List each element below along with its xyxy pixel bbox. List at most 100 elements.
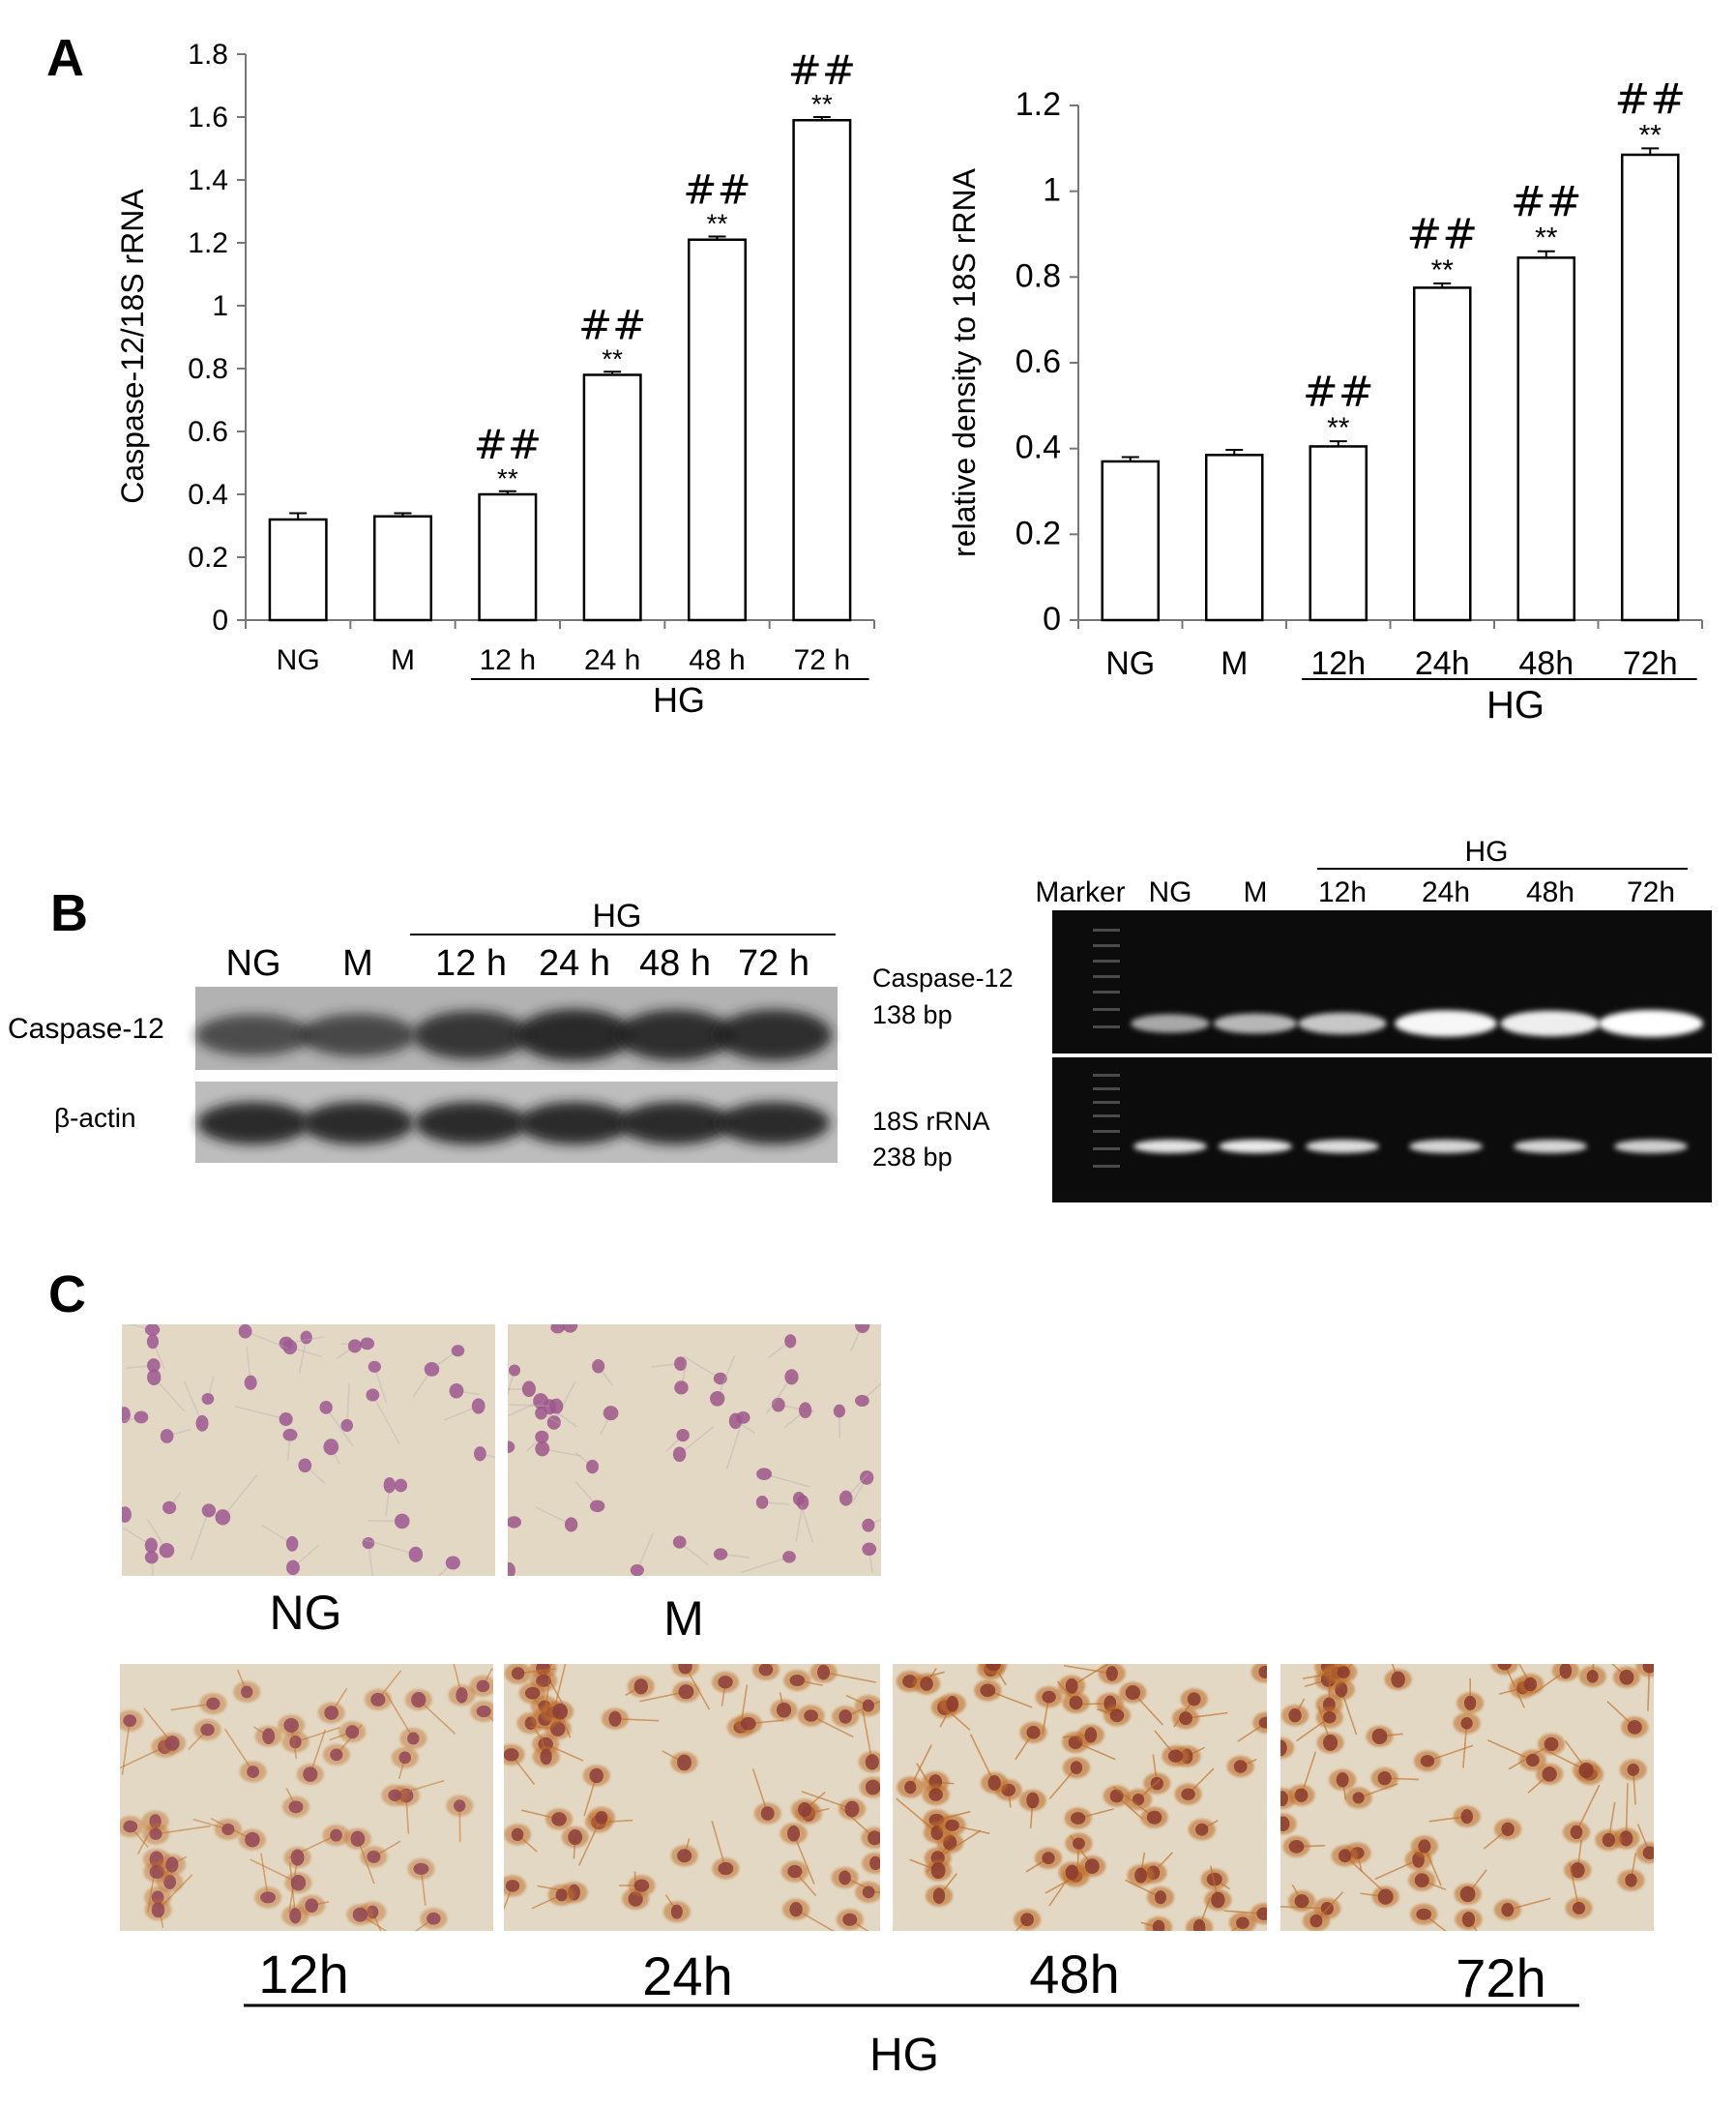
- cell-nucleus: [1069, 1695, 1083, 1710]
- cell-nucleus: [504, 1748, 519, 1762]
- cell-nucleus: [345, 1725, 360, 1739]
- pcr-ladder-band: [1093, 975, 1120, 978]
- micrograph-cells: [1280, 1664, 1654, 1931]
- micro-label-24h: 24h: [642, 1945, 732, 2006]
- cell-nucleus: [383, 1476, 396, 1494]
- cell-nucleus: [740, 1716, 756, 1731]
- c1-bar: [373, 515, 432, 622]
- pcr-ladder-band: [1093, 1025, 1120, 1028]
- cell-nucleus: [347, 1339, 362, 1353]
- cell-nucleus: [930, 1862, 946, 1880]
- cell-process: [190, 1510, 210, 1560]
- cell-nucleus: [710, 1390, 725, 1407]
- cell-process: [683, 1355, 721, 1380]
- cell-nucleus: [674, 1380, 689, 1395]
- cell-nucleus: [195, 1414, 209, 1432]
- cell-nucleus: [564, 1517, 578, 1532]
- cell-nucleus: [860, 1469, 874, 1485]
- cell-nucleus: [1070, 1761, 1083, 1775]
- wb-band-actin: [415, 1102, 527, 1144]
- cell-nucleus: [555, 1888, 568, 1902]
- cell-nucleus: [201, 1392, 215, 1405]
- wb-band-actin: [619, 1102, 731, 1144]
- c1-significance-star: **: [602, 343, 623, 373]
- cell-nucleus: [473, 1446, 486, 1462]
- cell-process: [508, 1370, 515, 1397]
- cell-nucleus: [1042, 1852, 1055, 1865]
- cell-process: [245, 1330, 289, 1350]
- micrograph-cells: [508, 1324, 881, 1576]
- cell-nucleus: [238, 1324, 252, 1339]
- cell-nucleus: [1109, 1789, 1124, 1803]
- pcr-lane-label: 12h: [1318, 876, 1367, 908]
- c2-significance-hash: ##: [1511, 178, 1582, 227]
- cell-process: [368, 1542, 374, 1576]
- cell-nucleus: [398, 1751, 411, 1765]
- cell-nucleus: [862, 1699, 874, 1712]
- micrograph-cells: [504, 1664, 880, 1931]
- cell-nucleus: [1179, 1711, 1192, 1726]
- cell-nucleus: [1542, 1766, 1557, 1782]
- cell-nucleus: [1280, 1816, 1290, 1831]
- cell-process: [153, 1377, 186, 1412]
- pcr-ladder-band: [1093, 1114, 1120, 1117]
- cell-nucleus: [508, 1364, 521, 1377]
- cell-nucleus: [476, 1679, 490, 1693]
- cell-nucleus: [221, 1823, 235, 1836]
- cell-nucleus: [674, 1356, 688, 1372]
- cell-nucleus: [1337, 1666, 1350, 1678]
- cell-nucleus: [1152, 1919, 1165, 1931]
- wb-band-caspase12: [516, 1009, 633, 1061]
- cell-nucleus: [160, 1429, 174, 1443]
- cell-nucleus: [508, 1562, 515, 1576]
- pcr-ladder-band: [1093, 929, 1120, 932]
- wb-band-caspase12: [413, 1011, 529, 1059]
- cell-nucleus: [413, 1862, 429, 1875]
- cell-nucleus: [855, 1324, 870, 1333]
- c1-category-label: 12 h: [480, 644, 536, 676]
- caspase12-mrna-bar-chart: 0 0.2 0.4 0.6 0.8 1 1.2 1.4 1.6 1.8 NG M 12 h 24 h 48 …: [115, 39, 875, 720]
- cell-nucleus: [670, 1904, 683, 1919]
- cell-nucleus: [787, 1825, 801, 1842]
- wb-lane-label: NG: [226, 943, 281, 984]
- c1-category-label: M: [391, 644, 415, 676]
- cell-nucleus: [1336, 1772, 1349, 1788]
- c2-category-label: M: [1221, 645, 1248, 682]
- cell-nucleus: [718, 1676, 733, 1689]
- cell-process: [725, 1417, 745, 1469]
- cell-nucleus: [1322, 1711, 1337, 1724]
- cell-nucleus: [562, 1324, 578, 1333]
- cell-nucleus: [1105, 1666, 1118, 1681]
- cell-nucleus: [1391, 1671, 1405, 1688]
- c2-bar: [1516, 256, 1576, 622]
- cell-nucleus: [535, 1440, 550, 1457]
- c1-significance-star: **: [811, 89, 833, 119]
- c2-y-tick-label: 1.2: [1015, 86, 1061, 123]
- cell-nucleus: [760, 1806, 775, 1821]
- cell-nucleus: [215, 1509, 231, 1526]
- cell-nucleus: [394, 1478, 408, 1493]
- c1-bar: [792, 119, 852, 622]
- cell-nucleus: [551, 1812, 567, 1826]
- c1-y-tick-label: 0.4: [188, 479, 228, 511]
- c1-bar: [688, 238, 747, 622]
- cell-nucleus: [868, 1830, 880, 1846]
- cell-nucleus: [508, 1440, 515, 1453]
- cell-nucleus: [980, 1683, 996, 1698]
- cell-nucleus: [1619, 1830, 1633, 1847]
- cell-nucleus: [756, 1468, 773, 1480]
- cell-nucleus: [260, 1891, 277, 1904]
- cell-nucleus: [1572, 1901, 1586, 1914]
- cell-nucleus: [1371, 1728, 1388, 1744]
- c2-y-axis-label: relative density to 18S rRNA: [947, 167, 982, 557]
- cell-nucleus: [776, 1702, 792, 1718]
- cell-nucleus: [290, 1849, 305, 1866]
- cell-nucleus: [862, 1885, 875, 1899]
- cell-nucleus: [511, 1667, 525, 1680]
- cell-nucleus: [1192, 1918, 1206, 1931]
- cell-nucleus: [1073, 1837, 1085, 1850]
- micrograph-72h: [1280, 1664, 1654, 1931]
- c1-y-tick-label: 0.2: [188, 542, 228, 574]
- cell-process: [861, 1382, 881, 1402]
- cell-process: [122, 1513, 126, 1517]
